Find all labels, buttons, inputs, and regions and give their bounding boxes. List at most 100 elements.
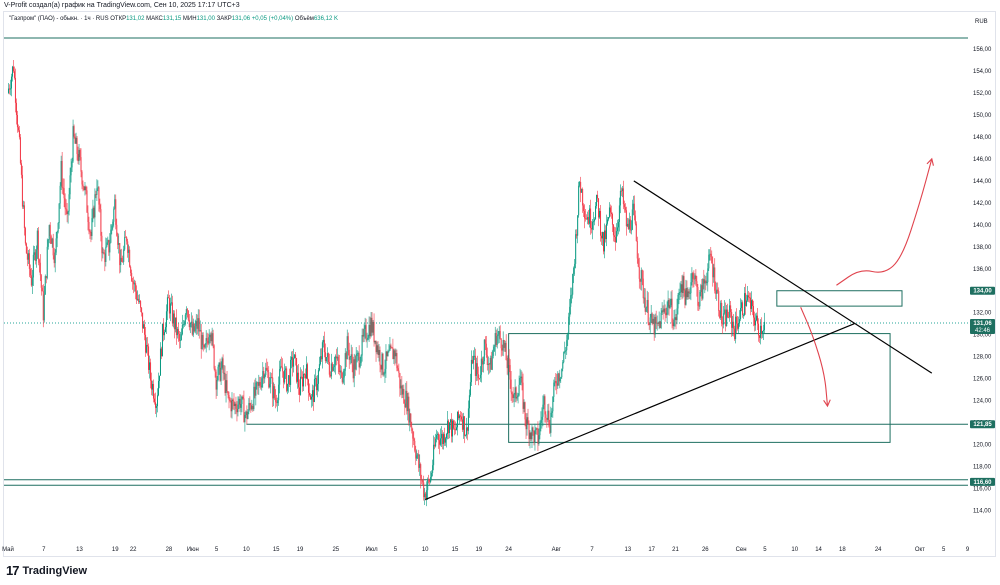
candle-body xyxy=(56,231,58,239)
candle-body xyxy=(578,185,580,216)
candle-body xyxy=(178,333,180,341)
candle-body xyxy=(40,275,42,288)
y-tick-label: 136,00 xyxy=(973,267,992,273)
candle-body xyxy=(317,370,319,384)
bearish-arrow xyxy=(800,307,829,407)
candle-body xyxy=(388,350,390,352)
candle-body xyxy=(378,349,380,355)
candle-body xyxy=(320,356,322,360)
candle-body xyxy=(111,225,113,230)
candle-body xyxy=(761,331,763,334)
y-tick-label: 120,00 xyxy=(973,443,992,449)
candle-body xyxy=(189,323,191,328)
candle-body xyxy=(281,366,283,368)
x-tick-label: 19 xyxy=(475,547,482,553)
candle-body xyxy=(559,378,561,382)
candle-body xyxy=(441,433,443,439)
y-tick-label: 142,00 xyxy=(973,201,992,207)
candle-body xyxy=(276,402,278,404)
candle-body xyxy=(627,223,629,229)
candle-body xyxy=(354,359,356,370)
candle-body xyxy=(171,302,173,324)
candle-body xyxy=(234,403,236,407)
candle-body xyxy=(506,360,508,369)
candle-body xyxy=(542,404,544,417)
zone-small xyxy=(776,290,903,307)
candle-body xyxy=(400,385,402,389)
candle-body xyxy=(174,317,176,330)
candle-body xyxy=(280,366,282,370)
candle-body xyxy=(209,334,211,338)
candle-body xyxy=(345,353,347,360)
candle-body xyxy=(252,405,254,410)
candle-body xyxy=(720,302,722,318)
legend-volume: 636,12 K xyxy=(313,16,338,22)
candle-body xyxy=(453,420,455,429)
candle-body xyxy=(505,342,507,361)
candle-body xyxy=(273,386,275,399)
candle-body xyxy=(518,384,520,396)
candle-body xyxy=(337,356,339,365)
x-tick-label: 15 xyxy=(452,547,459,553)
y-tick-label: 148,00 xyxy=(973,135,992,141)
candle-body xyxy=(521,376,523,383)
candle-body xyxy=(277,400,279,404)
candle-body xyxy=(427,479,429,491)
candle-body xyxy=(722,322,724,325)
candle-body xyxy=(300,376,302,395)
price-tag xyxy=(970,477,995,486)
candle-body xyxy=(173,313,175,330)
candle-body xyxy=(100,209,102,236)
candle-body xyxy=(612,224,614,236)
candle-body xyxy=(691,273,693,283)
x-tick-label: 25 xyxy=(332,547,339,553)
candle-body xyxy=(681,284,683,293)
candle-body xyxy=(367,337,369,340)
candle-body xyxy=(176,328,178,336)
candle-body xyxy=(312,390,314,402)
candle-body xyxy=(69,175,71,195)
candle-body xyxy=(275,397,277,403)
candle-body xyxy=(495,333,497,346)
candle-body xyxy=(574,263,576,268)
candle-body xyxy=(655,317,657,324)
candle-body xyxy=(97,187,99,189)
candle-body xyxy=(486,355,488,365)
candle-body xyxy=(194,326,196,332)
candle-body xyxy=(355,356,357,370)
candle-body xyxy=(395,353,397,357)
candle-body xyxy=(188,319,190,328)
candle-body xyxy=(541,416,543,420)
candle-body xyxy=(628,219,630,229)
candle-body xyxy=(481,358,483,365)
candle-body xyxy=(599,210,601,218)
candle-body xyxy=(235,403,237,409)
candle-body xyxy=(117,235,119,245)
candle-body xyxy=(499,331,501,339)
candle-body xyxy=(211,333,213,342)
candle-body xyxy=(603,230,605,252)
y-tick-label: 116,00 xyxy=(973,487,992,493)
candle-body xyxy=(537,428,539,444)
candle-body xyxy=(446,434,448,439)
candle-body xyxy=(72,126,74,162)
candle-body xyxy=(701,285,703,299)
candle-body xyxy=(328,362,330,375)
candle-body xyxy=(404,403,406,408)
candle-body xyxy=(31,277,33,286)
candle-body xyxy=(449,422,451,434)
candle-body xyxy=(493,346,495,352)
candle-body xyxy=(721,302,723,323)
candle-body xyxy=(266,367,268,370)
chart-legend: "Газпром" (ПАО) - обыкн. · 1ч · RUS ОТКР… xyxy=(9,16,338,22)
candle-body xyxy=(366,339,368,341)
candle-body xyxy=(399,373,401,389)
candle-body xyxy=(621,188,623,191)
candle-body xyxy=(735,316,737,340)
candle-body xyxy=(195,321,197,327)
candle-body xyxy=(185,309,187,315)
y-tick-label: 128,00 xyxy=(973,355,992,361)
candle-body xyxy=(53,255,55,264)
candle-body xyxy=(398,370,400,374)
